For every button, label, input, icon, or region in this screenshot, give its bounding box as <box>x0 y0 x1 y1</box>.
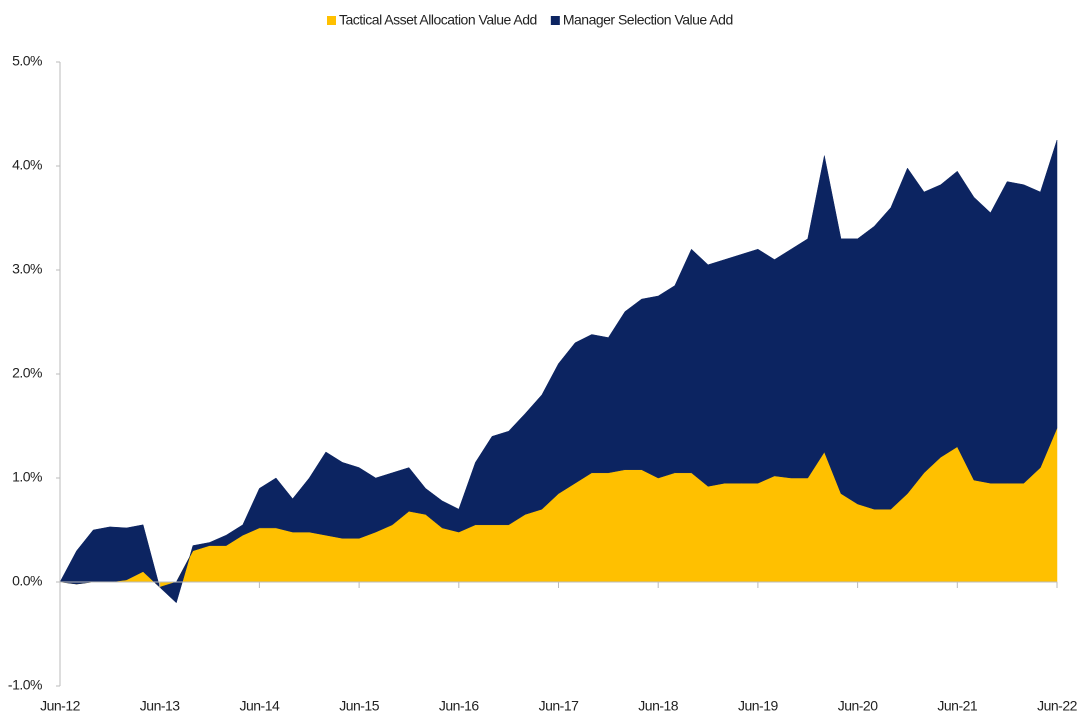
x-tick-label: Jun-12 <box>40 698 81 714</box>
legend-label: Manager Selection Value Add <box>563 12 733 28</box>
x-tick-label: Jun-21 <box>937 698 978 714</box>
x-tick-label: Jun-22 <box>1037 698 1078 714</box>
x-tick-label: Jun-15 <box>339 698 380 714</box>
y-tick-label: 1.0% <box>12 469 42 485</box>
x-tick-label: Jun-17 <box>539 698 580 714</box>
legend-label: Tactical Asset Allocation Value Add <box>339 12 537 28</box>
y-tick-label: 3.0% <box>12 261 42 277</box>
legend-swatch <box>327 16 336 25</box>
y-tick-label: 5.0% <box>12 53 42 69</box>
y-tick-label: 2.0% <box>12 365 42 381</box>
x-tick-label: Jun-18 <box>638 698 679 714</box>
y-tick-label: -1.0% <box>8 677 42 693</box>
x-tick-label: Jun-13 <box>140 698 181 714</box>
x-tick-label: Jun-19 <box>738 698 779 714</box>
x-tick-label: Jun-16 <box>439 698 480 714</box>
legend-swatch <box>550 16 560 25</box>
y-tick-label: 0.0% <box>12 573 42 589</box>
x-tick-label: Jun-20 <box>838 698 879 714</box>
x-tick-label: Jun-14 <box>239 698 280 714</box>
area <box>59 139 1058 604</box>
y-tick-label: 4.0% <box>12 157 42 173</box>
